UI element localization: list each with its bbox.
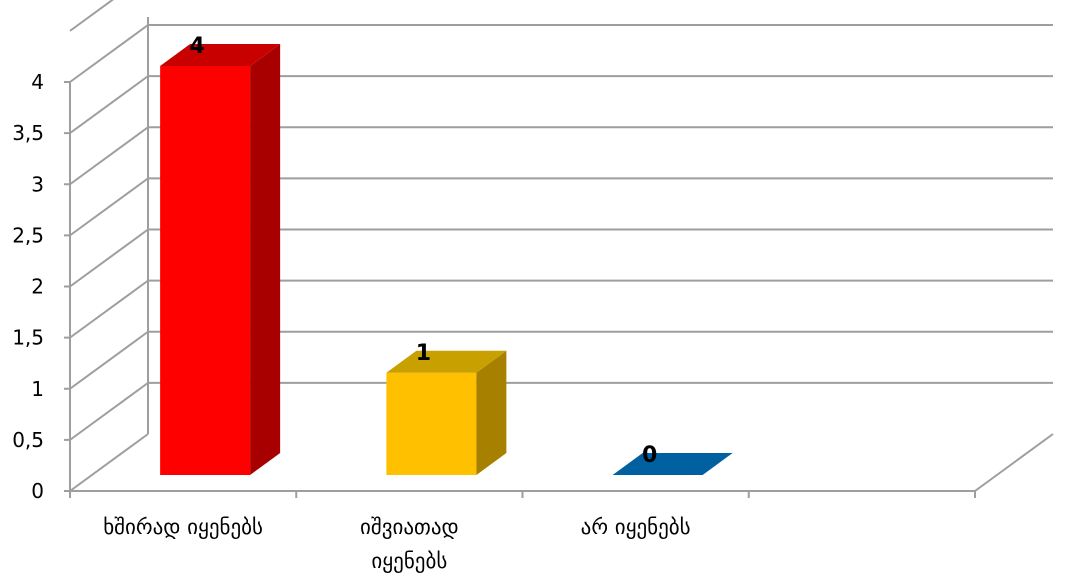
gridline-wall xyxy=(69,177,149,237)
gridline-wall xyxy=(69,24,149,83)
gridline-wall xyxy=(69,279,149,339)
category-label: იყენებს xyxy=(371,549,447,573)
gridline-wall xyxy=(69,330,149,390)
floor-edge xyxy=(974,433,1054,492)
bar-top xyxy=(612,453,733,475)
data-label: 0 xyxy=(642,443,657,468)
bar-side xyxy=(476,350,507,475)
y-tick-label: 0 xyxy=(31,479,44,503)
y-tick-label: 2,5 xyxy=(12,223,44,247)
bar-top xyxy=(160,44,281,66)
data-label: 4 xyxy=(189,34,204,59)
bars-layer xyxy=(160,44,733,475)
labels-layer: 0 0,5 1 1,5 2 2,5 3 3,5 4 4 ხშირად იყენებს 1 იშვიათა… xyxy=(12,34,690,573)
y-tick-label: 3,5 xyxy=(12,121,44,145)
grid-layer xyxy=(69,0,1053,492)
y-tick-label: 1,5 xyxy=(12,326,44,350)
gridline-wall xyxy=(69,126,149,186)
y-tick-label: 3 xyxy=(31,172,44,196)
gridline-wall xyxy=(69,228,149,288)
y-tick-label: 0,5 xyxy=(12,428,44,452)
category-label: იშვიათად xyxy=(360,515,459,539)
gridline-wall xyxy=(69,0,114,32)
category-label: ხშირად იყენებს xyxy=(103,515,263,539)
bar xyxy=(160,66,251,475)
bar-top xyxy=(386,350,507,373)
y-tick-label: 2 xyxy=(31,275,44,299)
category-label: არ იყენებს xyxy=(581,515,691,539)
gridline-wall xyxy=(69,75,149,134)
axis-layer xyxy=(64,81,1054,498)
bar xyxy=(386,372,477,475)
gridline-wall xyxy=(69,382,149,441)
y-tick-label: 1 xyxy=(31,377,44,401)
y-tick-label: 4 xyxy=(31,70,44,94)
bar-side xyxy=(250,44,281,475)
data-label: 1 xyxy=(416,341,431,366)
gridline-wall xyxy=(69,433,149,492)
